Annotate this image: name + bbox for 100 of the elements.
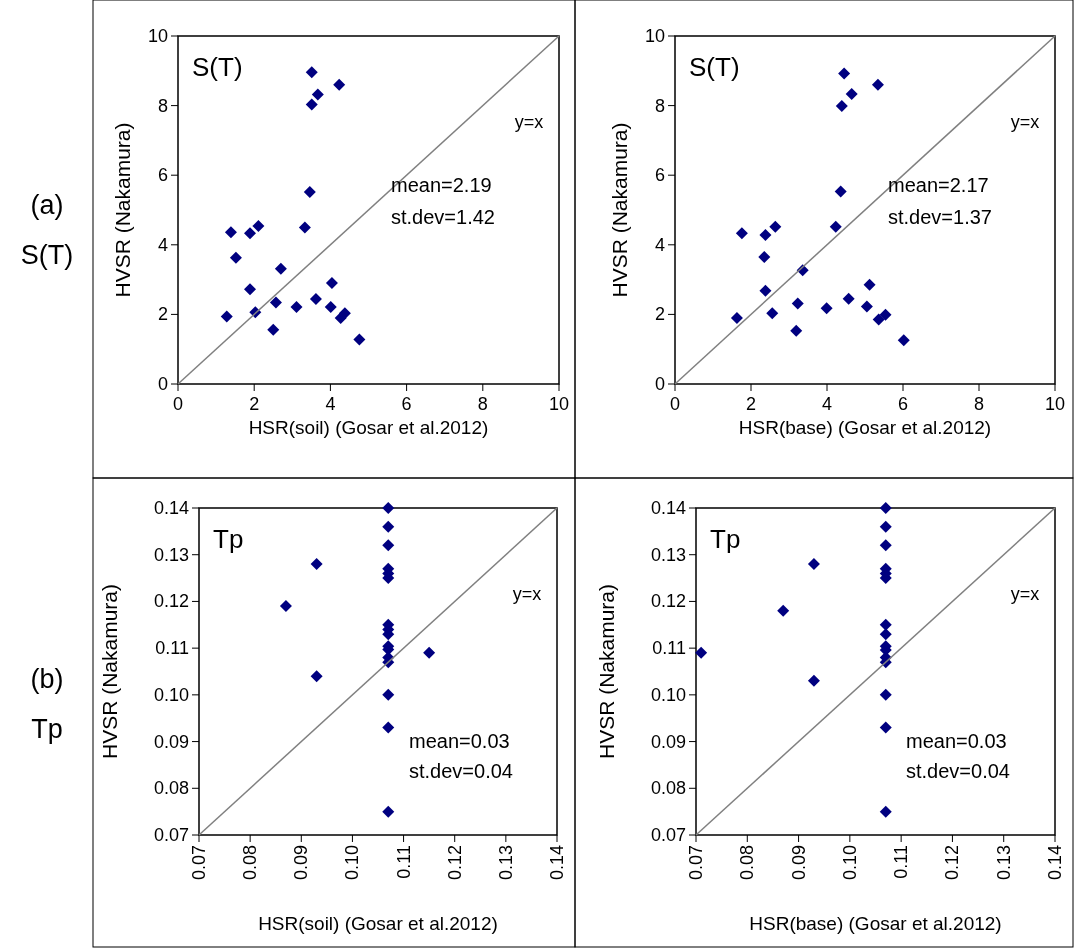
y-tick-label: 0.07	[153, 825, 189, 845]
point	[325, 277, 338, 290]
annotation: y=x	[1010, 584, 1040, 604]
point	[279, 600, 292, 613]
y-tick-label: 8	[157, 95, 168, 116]
point	[838, 67, 851, 80]
point	[310, 558, 323, 571]
x-tick-label: 0.09	[291, 845, 312, 881]
x-tick-label: 0.14	[1045, 845, 1065, 881]
x-tick-label: 0.13	[495, 845, 516, 881]
point	[834, 185, 847, 198]
point	[777, 604, 790, 617]
x-tick-label: 10	[1044, 394, 1066, 414]
y-tick-label: 0	[157, 374, 168, 394]
point	[897, 334, 910, 347]
x-tick-label: 6	[401, 394, 412, 414]
y-tick-label: 0.13	[650, 544, 686, 565]
y-tick-label: 0.07	[650, 825, 686, 845]
point	[879, 520, 892, 533]
point	[333, 78, 346, 91]
x-axis-title: HSR(soil) (Gosar et al.2012)	[258, 913, 498, 934]
x-tick-label: 0.08	[240, 845, 261, 881]
point	[879, 502, 892, 514]
point	[303, 185, 316, 198]
point	[820, 302, 833, 315]
y-tick-label: 0.08	[650, 778, 686, 799]
point	[845, 88, 858, 101]
point	[311, 88, 324, 101]
x-axis-title: HSR(base) (Gosar et al.2012)	[749, 913, 1002, 934]
annotation: mean=0.03	[906, 730, 1007, 752]
x-tick-label: 0.14	[547, 845, 567, 881]
x-tick-label: 0.13	[993, 845, 1014, 881]
point	[863, 278, 876, 291]
y-tick-label: 2	[157, 304, 168, 325]
x-tick-label: 0.08	[737, 845, 758, 881]
point	[835, 99, 848, 112]
point	[879, 308, 892, 321]
point	[274, 262, 287, 275]
point	[766, 307, 779, 320]
annotation: S(T)	[689, 52, 740, 82]
point	[244, 227, 257, 240]
y-tick-label: 0.10	[153, 684, 189, 705]
y-tick-label: 10	[147, 26, 168, 46]
annotation: st.dev=0.04	[409, 760, 513, 782]
x-tick-label: 0.10	[342, 845, 363, 881]
point	[807, 558, 820, 571]
text: (a)	[30, 190, 64, 220]
point	[879, 539, 892, 552]
annotation: st.dev=1.37	[888, 206, 992, 228]
text: S(T)	[20, 240, 74, 270]
point	[730, 311, 743, 324]
point	[382, 502, 395, 514]
y-tick-label: 10	[644, 26, 665, 46]
point	[382, 688, 395, 701]
annotation: mean=2.19	[391, 174, 492, 196]
point	[879, 618, 892, 631]
point	[879, 688, 892, 701]
point	[842, 292, 855, 305]
y-axis-title: HVSR (Nakamura)	[608, 122, 631, 298]
point	[695, 646, 708, 659]
point	[735, 227, 748, 240]
point	[860, 300, 873, 313]
y-tick-label: 8	[654, 95, 665, 116]
y-tick-label: 0.11	[652, 638, 686, 659]
point	[879, 805, 892, 818]
annotation: mean=2.17	[888, 174, 989, 196]
x-tick-label: 4	[325, 394, 336, 414]
point	[338, 307, 351, 320]
point	[244, 283, 257, 296]
x-tick-label: 0.09	[788, 845, 809, 881]
annotation: st.dev=0.04	[906, 760, 1010, 782]
point	[382, 539, 395, 552]
point	[872, 313, 885, 326]
x-tick-label: 0.12	[942, 845, 963, 881]
point	[423, 646, 436, 659]
x-axis-title: HSR(base) (Gosar et al.2012)	[738, 417, 992, 438]
x-tick-label: 4	[821, 394, 833, 414]
y-tick-label: 0.12	[650, 591, 686, 612]
point	[353, 333, 366, 346]
point	[382, 805, 395, 818]
x-tick-label: 8	[477, 394, 488, 414]
annotation: Tp	[710, 524, 741, 554]
y-tick-label: 0.08	[153, 778, 189, 799]
annotation: y=x	[512, 584, 542, 604]
point	[309, 293, 322, 306]
point	[310, 670, 323, 683]
point	[871, 78, 884, 91]
y-tick-label: 0.10	[650, 684, 686, 705]
y-axis-title: HVSR (Nakamura)	[111, 122, 134, 298]
point	[829, 220, 842, 233]
point	[758, 250, 771, 263]
point	[382, 721, 395, 734]
point	[769, 220, 782, 233]
x-tick-label: 2	[249, 394, 260, 414]
y-axis-title: HVSR (Nakamura)	[595, 583, 618, 760]
point	[791, 297, 804, 310]
point	[267, 323, 280, 336]
annotation: st.dev=1.42	[391, 206, 495, 228]
point	[252, 220, 265, 233]
point	[324, 301, 337, 314]
